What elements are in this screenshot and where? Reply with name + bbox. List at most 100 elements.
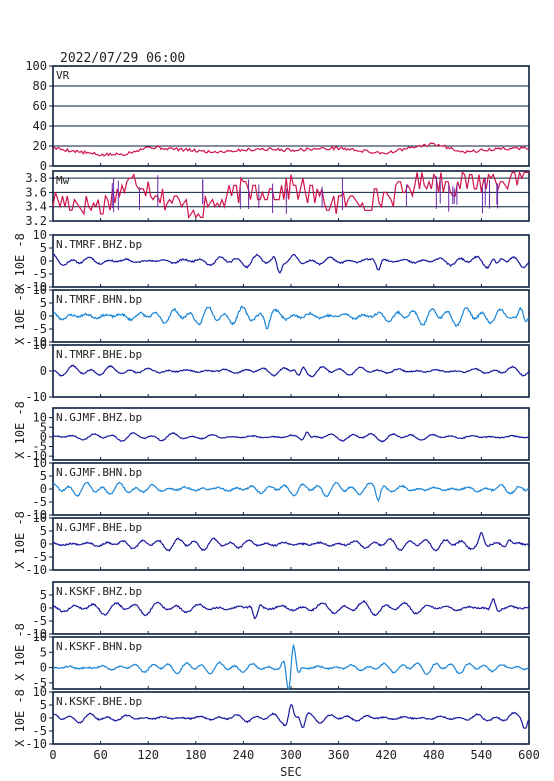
- x-tick-label: 180: [185, 748, 207, 762]
- x-tick-label: 540: [471, 748, 493, 762]
- y-tick-label: -5: [33, 724, 47, 738]
- y-tick-label: 0: [40, 601, 47, 615]
- panel-label: Mw: [56, 174, 70, 187]
- y-tick-label: 5: [40, 645, 47, 659]
- x-tick-label: 240: [233, 748, 255, 762]
- y-tick-label: 5: [40, 296, 47, 310]
- x-axis-label: SEC: [280, 765, 302, 779]
- y-tick-label: 3.4: [25, 200, 47, 214]
- series-line: [52, 364, 530, 378]
- series-line: [52, 597, 530, 620]
- series-line: [52, 431, 530, 443]
- y-tick-label: 5: [40, 469, 47, 483]
- y-tick-label: 40: [33, 119, 47, 133]
- y-tick-label: -10: [25, 563, 47, 577]
- y-tick-label: 0: [40, 711, 47, 725]
- panel-label: N.GJMF.BHN.bp: [56, 466, 142, 479]
- y-tick-label: 100: [25, 59, 47, 73]
- panel-label: N.GJMF.BHZ.bp: [56, 411, 142, 424]
- x-tick-label: 480: [423, 748, 445, 762]
- series-line: [52, 704, 530, 730]
- panel-label: N.TMRF.BHZ.bp: [56, 238, 142, 251]
- y-tick-label: -5: [33, 550, 47, 564]
- y-tick-label: 20: [33, 139, 47, 153]
- x-tick-label: 0: [49, 748, 56, 762]
- y-axis-label: X 10E -8: [13, 689, 27, 747]
- y-tick-label: 3.2: [25, 214, 47, 228]
- x-tick-label: 360: [328, 748, 350, 762]
- x-axis: 0 60 120 180 240 300 360 420 480 540 600: [49, 748, 539, 762]
- y-axis-labels: X 10E -8X 10E -8X 10E -8X 10E -8X 10E -8…: [13, 233, 27, 747]
- y-tick-label: 5: [40, 420, 47, 434]
- y-tick-label: 0: [40, 364, 47, 378]
- y-tick-label: 5: [40, 698, 47, 712]
- y-tick-label: 10: [33, 685, 47, 699]
- y-axis-label: X 10E -8: [13, 623, 27, 681]
- y-tick-label: 0: [40, 159, 47, 173]
- y-tick-label: 10: [33, 411, 47, 425]
- series-line: [52, 142, 530, 157]
- y-tick-label: 3.8: [25, 171, 47, 185]
- y-tick-label: 5: [40, 524, 47, 538]
- y-tick-label: 0: [40, 537, 47, 551]
- panel-label: VR: [56, 69, 70, 82]
- y-tick-label: -10: [25, 627, 47, 641]
- y-tick-label: -5: [33, 676, 47, 690]
- y-tick-label: -5: [33, 614, 47, 628]
- y-axis-label: X 10E -8: [13, 287, 27, 345]
- y-axis-label: X 10E -8: [13, 233, 27, 291]
- y-tick-label: -10: [25, 390, 47, 404]
- y-tick-label: 0: [40, 661, 47, 675]
- y-tick-label: 0: [40, 254, 47, 268]
- y-tick-label: 0: [40, 430, 47, 444]
- series-line: [52, 531, 530, 552]
- y-tick-label: 10: [33, 338, 47, 352]
- series-line: [52, 643, 530, 690]
- y-tick-label: -5: [33, 440, 47, 454]
- y-tick-label: 10: [33, 456, 47, 470]
- x-tick-label: 60: [93, 748, 107, 762]
- y-tick-label: 0: [40, 309, 47, 323]
- x-tick-label: 600: [518, 748, 540, 762]
- y-tick-label: -5: [33, 495, 47, 509]
- panel-mw: 3.83.63.43.2 Mw: [25, 170, 530, 228]
- panel-kskf_bhn: 105 0-5 N.KSKF.BHN.bp: [33, 630, 530, 690]
- y-tick-label: 5: [40, 588, 47, 602]
- panel-label: N.TMRF.BHE.bp: [56, 348, 142, 361]
- x-tick-label: 300: [280, 748, 302, 762]
- y-tick-label: -10: [25, 335, 47, 349]
- y-tick-label: 5: [40, 241, 47, 255]
- y-tick-label: -10: [25, 280, 47, 294]
- panel-vr: 100 80 60 40 20 0 VR: [25, 59, 530, 173]
- panel-tmrf_bhe: 10 0 -10 N.TMRF.BHE.bp: [25, 338, 530, 404]
- panel-label: N.KSKF.BHE.bp: [56, 695, 142, 708]
- y-tick-label: -10: [25, 449, 47, 463]
- panel-label: N.TMRF.BHN.bp: [56, 293, 142, 306]
- y-axis-label: X 10E -8: [13, 511, 27, 569]
- series-line: [52, 481, 530, 503]
- panel-label: N.KSKF.BHN.bp: [56, 640, 142, 653]
- y-tick-label: 3.6: [25, 185, 47, 199]
- chart-panels: 100806040200VR3.83.63.43.2Mw1050-5-10N.T…: [25, 59, 530, 751]
- series-line: [52, 253, 530, 274]
- panel-label: N.GJMF.BHE.bp: [56, 521, 142, 534]
- y-tick-label: 60: [33, 99, 47, 113]
- y-tick-label: 10: [33, 630, 47, 644]
- y-tick-label: 0: [40, 482, 47, 496]
- series-line: [52, 170, 529, 220]
- y-axis-label: X 10E -8: [13, 401, 27, 459]
- panel-kskf_bhz: 50-5-10 N.KSKF.BHZ.bp: [25, 581, 530, 641]
- y-tick-label: -10: [25, 508, 47, 522]
- x-tick-label: 420: [375, 748, 397, 762]
- y-tick-label: -5: [33, 267, 47, 281]
- panel-label: N.KSKF.BHZ.bp: [56, 585, 142, 598]
- y-tick-label: 80: [33, 79, 47, 93]
- series-line: [52, 305, 530, 330]
